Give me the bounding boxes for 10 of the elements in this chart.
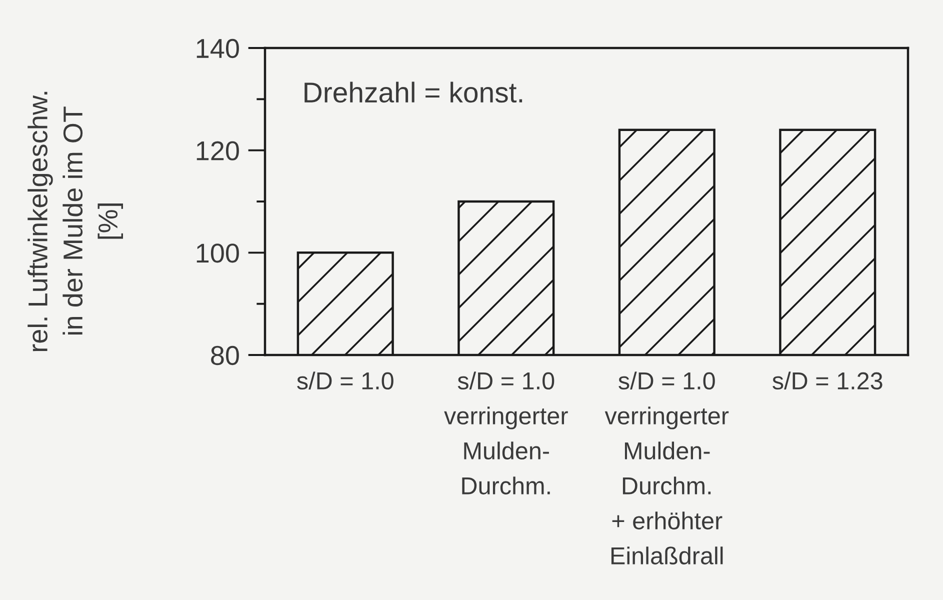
y-tick-label: 100 [196, 244, 239, 263]
x-tick-label: s/D = 1.0 verringerter Mulden- Durchm. + erhöhter Einlaßdrall [604, 372, 729, 564]
y-tick-label: 120 [196, 141, 239, 160]
x-tick-label: s/D = 1.0 verringerter Mulden- Durchm. [444, 372, 568, 494]
y-axis-title: rel. Luftwinkelgeschw. in der Mulde im OT [%] [28, 92, 123, 352]
annotation: Drehzahl = konst. [304, 82, 522, 103]
x-tick-label: s/D = 1.0 [297, 372, 394, 390]
y-tick-label: 80 [211, 346, 239, 366]
x-tick-label: s/D = 1.23 [772, 372, 882, 390]
y-tick-label: 140 [196, 38, 239, 58]
